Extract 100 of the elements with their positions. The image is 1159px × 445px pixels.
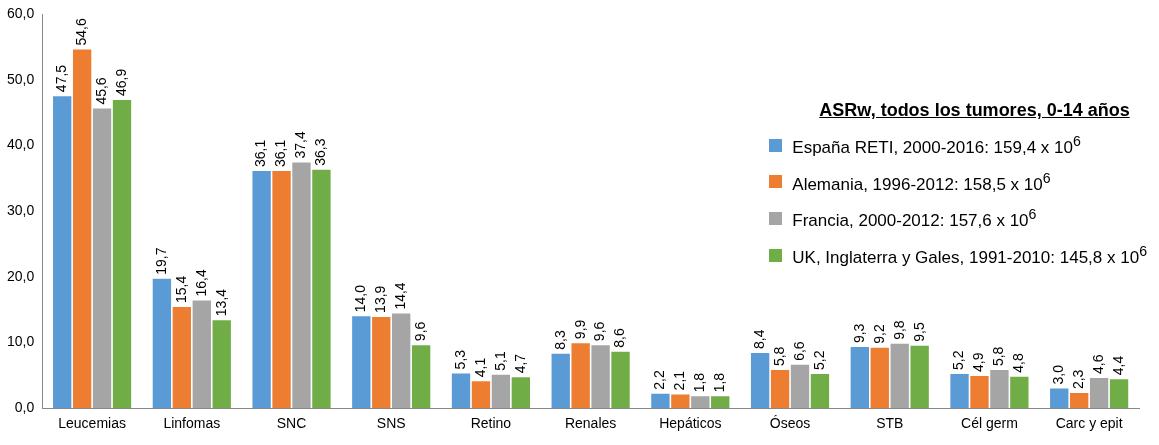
bar: [890, 343, 909, 409]
bar: [1010, 376, 1029, 409]
legend-title: ASRw, todos los tumores, 0-14 años: [819, 100, 1131, 121]
data-label: 4,9: [970, 352, 987, 373]
data-label: 14,4: [392, 282, 409, 310]
data-label: 36,1: [252, 139, 269, 168]
data-label: 3,0: [1050, 364, 1067, 385]
bar: [411, 345, 431, 409]
data-label: 8,6: [611, 328, 628, 348]
legend-label: UK, Inglaterra y Gales, 1991-2010: 145,8 x 10$^{6}$: [792, 242, 1147, 268]
bar: [292, 162, 311, 409]
data-label: 8,3: [551, 329, 568, 350]
bar: [352, 316, 371, 409]
x-tick-label: Retino: [470, 415, 512, 432]
bar: [770, 370, 790, 409]
x-tick-label: Linfomas: [163, 415, 221, 432]
bar: [53, 96, 72, 409]
x-tick-label: STB: [876, 415, 904, 432]
y-tick-label: 10,0: [7, 333, 35, 350]
x-tick-label: Carc y epit: [1055, 415, 1123, 432]
data-label: 5,2: [810, 350, 827, 371]
x-tick-label: SNC: [276, 415, 307, 432]
data-label: 5,2: [950, 350, 967, 371]
y-tick-label: 30,0: [7, 201, 35, 218]
bar: [950, 374, 969, 409]
bar: [810, 374, 830, 409]
data-label: 36,1: [272, 139, 289, 168]
data-label: 46,9: [112, 68, 129, 97]
bar: [910, 345, 929, 409]
bar: [471, 381, 491, 409]
y-tick-label: 40,0: [7, 136, 35, 153]
bar: [750, 353, 770, 409]
data-label: 9,5: [910, 322, 927, 342]
data-label: 13,4: [212, 288, 229, 317]
bar: [870, 347, 889, 409]
bar: [152, 278, 172, 409]
data-label: 9,6: [411, 321, 428, 342]
bar: [252, 171, 271, 409]
bar: [172, 307, 192, 409]
bar: [491, 374, 511, 409]
bar: [272, 171, 291, 409]
x-tick-label: Cél germ: [961, 415, 1018, 432]
bar: [970, 376, 989, 409]
bar: [591, 345, 610, 409]
data-label: 4,7: [511, 353, 528, 374]
bar: [790, 364, 810, 409]
bar: [671, 394, 690, 409]
x-tick-label: Hepáticos: [659, 415, 722, 432]
x-tick-label: Óseos: [769, 415, 811, 432]
legend-label: Francia, 2000-2012: 157,6 x 10$^{6}$: [792, 206, 1037, 231]
bar: [1089, 377, 1109, 409]
data-label: 2,3: [1070, 369, 1087, 390]
data-label: 19,7: [152, 247, 169, 275]
bar: [192, 300, 211, 409]
data-label: 4,4: [1109, 355, 1126, 376]
bar: [1109, 379, 1129, 409]
y-tick-label: 0,0: [14, 399, 35, 416]
data-label: 5,3: [451, 349, 468, 370]
data-label: 5,8: [770, 346, 787, 367]
bar: [1050, 388, 1069, 409]
data-label: 1,8: [691, 372, 708, 393]
data-label: 9,9: [571, 319, 588, 340]
data-label: 5,8: [990, 346, 1007, 367]
bar: [112, 100, 132, 409]
data-label: 2,1: [671, 370, 688, 391]
bar: [850, 347, 869, 409]
bar: [1070, 393, 1089, 409]
data-label: 37,4: [292, 131, 309, 159]
legend-label: España RETI, 2000-2016: 159,4 x 10$^{6}$: [792, 133, 1081, 158]
bar: [451, 373, 471, 409]
bar: [711, 396, 730, 409]
bar: [551, 353, 570, 409]
data-label: 6,6: [790, 341, 807, 361]
y-tick-label: 60,0: [7, 4, 35, 21]
data-label: 5,1: [491, 351, 508, 371]
bar: [92, 108, 112, 409]
bar: [611, 351, 630, 409]
data-label: 16,4: [192, 268, 209, 297]
bar: [372, 316, 391, 409]
bar: [212, 320, 231, 409]
data-label: 15,4: [172, 275, 189, 304]
bar: [571, 343, 590, 409]
data-label: 4,6: [1089, 354, 1106, 374]
y-tick-label: 20,0: [7, 267, 35, 284]
data-label: 36,3: [312, 138, 329, 166]
x-tick-label: Leucemias: [58, 415, 126, 432]
data-label: 8,4: [750, 329, 767, 350]
bar: [72, 49, 92, 409]
bar: [691, 396, 710, 409]
x-tick-label: SNS: [376, 415, 406, 432]
legend-label: Alemania, 1996-2012: 158,5 x 10$^{6}$: [792, 169, 1051, 195]
data-label: 4,1: [471, 357, 488, 378]
data-label: 54,6: [72, 18, 89, 46]
data-label: 9,3: [850, 323, 867, 344]
data-label: 9,6: [591, 321, 608, 342]
data-label: 14,0: [352, 284, 369, 313]
data-label: 47,5: [53, 64, 70, 93]
data-label: 4,8: [1010, 352, 1027, 373]
bar: [392, 313, 411, 409]
x-tick-label: Renales: [564, 415, 617, 432]
